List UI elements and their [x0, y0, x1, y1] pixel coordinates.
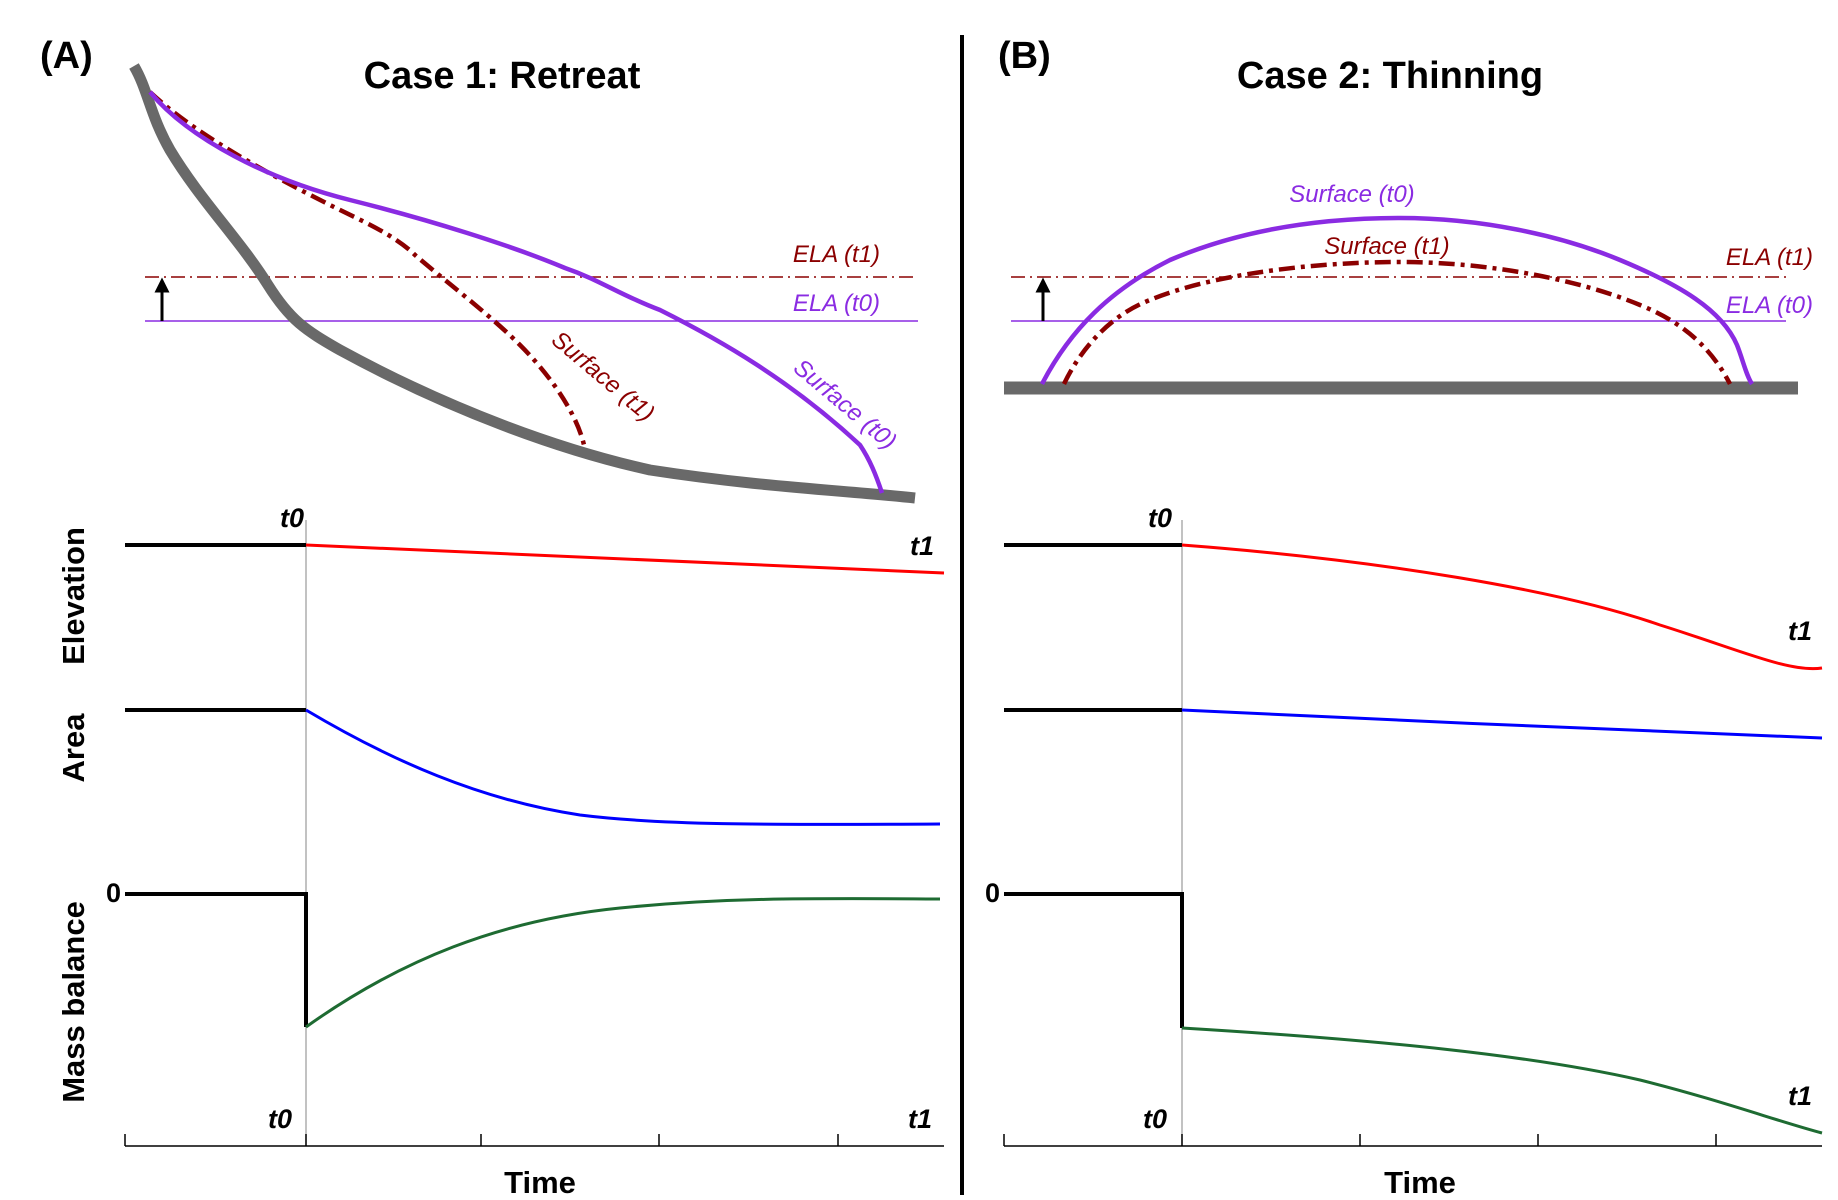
surface-t1-line [1061, 259, 1732, 386]
t1-bottom-label: t1 [908, 1104, 932, 1134]
panel-a-schematic: ELA (t1) ELA (t0) Surface (t1) Surface (… [129, 63, 918, 504]
panel-b: (B) Case 2: Thinning Surface (t0) Surfac… [985, 35, 1823, 1200]
panel-b-timeseries: t0 t1 0 t0 t1 Time [985, 503, 1823, 1200]
t0-bottom-label: t0 [268, 1104, 292, 1134]
panel-a-timeseries: t0 t1 0 Elevation Area Mass balance [56, 503, 945, 1200]
ela-t1-label: ELA (t1) [1726, 244, 1813, 271]
area-curve [1181, 708, 1823, 740]
panel-a-label: (A) [40, 35, 93, 77]
x-axis-label: Time [504, 1165, 576, 1200]
time-axis-ticks [1003, 1134, 1717, 1146]
y-label-mass-balance: Mass balance [56, 901, 91, 1103]
panel-b-schematic: Surface (t0) Surface (t1) ELA (t1) ELA (… [1004, 181, 1813, 395]
area-curve [305, 708, 941, 826]
surface-t0-line [1040, 215, 1754, 386]
panel-a: (A) Case 1: Retreat ELA (t1) ELA (t0) Su… [40, 35, 945, 1200]
surface-t0-label: Surface (t0) [788, 354, 901, 455]
t0-top-label: t0 [280, 503, 304, 533]
surface-t1-label: Surface (t1) [546, 326, 659, 427]
zero-label: 0 [106, 878, 121, 908]
surface-t1-label: Surface (t1) [1324, 233, 1449, 260]
y-label-elevation: Elevation [56, 527, 91, 665]
surface-t0-line [148, 90, 885, 494]
mass-balance-curve [305, 897, 941, 1029]
surface-t1-line [148, 90, 588, 451]
mass-balance-initial-step [1004, 892, 1184, 1028]
mass-balance-initial-step [125, 892, 308, 1027]
panel-a-title: Case 1: Retreat [364, 55, 641, 97]
zero-label: 0 [985, 878, 1000, 908]
surface-t0-label: Surface (t0) [1289, 181, 1414, 208]
t1-top-label: t1 [1788, 616, 1812, 646]
y-label-area: Area [56, 713, 91, 783]
mass-balance-curve [1181, 1026, 1823, 1135]
ela-t0-label: ELA (t0) [793, 290, 880, 317]
time-axis-ticks [124, 1134, 839, 1146]
t1-top-label: t1 [910, 531, 934, 561]
ela-t1-label: ELA (t1) [793, 241, 880, 268]
x-axis-label: Time [1384, 1165, 1456, 1200]
panel-b-label: (B) [998, 35, 1051, 77]
elevation-curve [1181, 543, 1823, 671]
glacier-bed [129, 63, 916, 504]
t0-top-label: t0 [1148, 503, 1172, 533]
t0-bottom-label: t0 [1143, 1104, 1167, 1134]
t1-bottom-label: t1 [1788, 1081, 1812, 1111]
panel-b-title: Case 2: Thinning [1237, 55, 1543, 97]
elevation-curve [305, 543, 945, 575]
ela-t0-label: ELA (t0) [1726, 292, 1813, 319]
